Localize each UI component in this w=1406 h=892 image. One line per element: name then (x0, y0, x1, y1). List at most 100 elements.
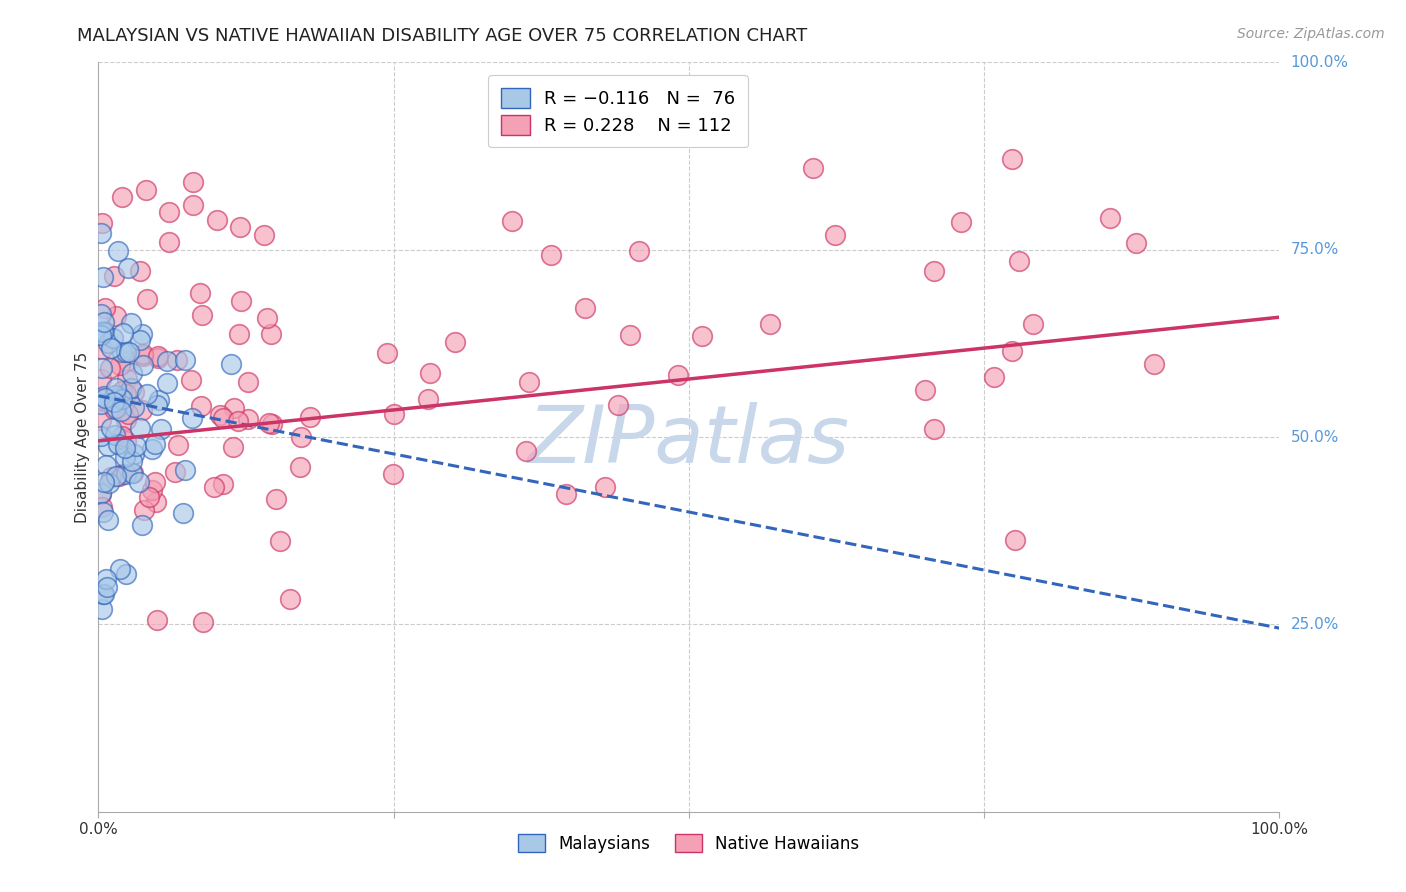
Point (148, 351, 170, 365)
Point (221, 357, 243, 371)
Point (90, 486, 112, 500)
Point (190, 400, 212, 414)
Point (132, 347, 155, 361)
Point (107, 244, 129, 258)
Point (111, 429, 134, 443)
Point (222, 440, 245, 454)
Point (104, 468, 127, 483)
Point (628, 244, 651, 259)
Point (108, 358, 131, 372)
Point (111, 190, 134, 204)
Point (117, 260, 139, 275)
Point (181, 175, 204, 189)
Point (148, 349, 170, 363)
Point (157, 235, 180, 250)
Point (1098, 211, 1121, 225)
Point (100, 470, 122, 484)
Point (222, 401, 245, 415)
Point (122, 447, 145, 461)
Point (256, 311, 278, 326)
Point (100, 420, 122, 434)
Point (129, 264, 152, 278)
Point (259, 416, 281, 430)
Point (107, 437, 129, 451)
Point (574, 301, 596, 315)
Point (143, 475, 166, 489)
Point (120, 316, 142, 330)
Point (91, 270, 114, 285)
Point (97, 439, 120, 453)
Point (202, 480, 225, 494)
Point (103, 394, 125, 409)
Point (515, 444, 537, 458)
Point (141, 483, 163, 497)
Text: ZIPatlas: ZIPatlas (527, 401, 851, 480)
Point (156, 353, 179, 368)
Point (108, 390, 131, 404)
Point (105, 381, 128, 395)
Point (131, 403, 153, 417)
Point (103, 269, 125, 284)
Point (150, 422, 173, 436)
Point (103, 394, 125, 409)
Point (801, 161, 824, 176)
Point (131, 326, 153, 341)
Point (236, 412, 259, 426)
Point (115, 371, 138, 385)
Point (124, 401, 146, 415)
Point (188, 286, 211, 301)
Point (759, 317, 782, 331)
Point (416, 392, 439, 406)
Point (103, 331, 125, 345)
Point (90, 429, 112, 443)
Point (593, 480, 616, 494)
Point (97, 512, 120, 526)
Point (90, 486, 112, 500)
Point (110, 561, 132, 575)
Point (382, 407, 405, 421)
Point (111, 392, 134, 407)
Point (94, 573, 117, 587)
Point (91, 602, 114, 616)
Point (93, 389, 115, 403)
Point (166, 352, 188, 367)
Point (253, 227, 276, 242)
Point (121, 467, 143, 481)
Point (121, 454, 143, 468)
Point (115, 467, 138, 481)
Point (129, 333, 152, 347)
Point (157, 205, 180, 219)
Point (228, 327, 250, 342)
Point (517, 376, 540, 390)
Point (145, 437, 167, 451)
Point (104, 428, 127, 442)
Point (121, 366, 143, 380)
Point (90, 413, 112, 427)
Point (135, 293, 157, 307)
Point (540, 248, 562, 262)
Point (94, 301, 117, 315)
Point (619, 327, 641, 342)
Point (146, 613, 169, 627)
Point (114, 441, 136, 455)
Point (91, 216, 114, 230)
Point (1001, 344, 1024, 359)
Point (824, 228, 846, 243)
Text: Source: ZipAtlas.com: Source: ZipAtlas.com (1237, 27, 1385, 41)
Point (174, 462, 197, 476)
Point (298, 409, 321, 424)
Point (91, 500, 114, 514)
Point (260, 326, 283, 341)
Point (375, 345, 398, 359)
Point (181, 198, 204, 212)
Point (108, 468, 131, 483)
Point (94, 391, 117, 405)
Point (91, 505, 114, 519)
Point (132, 358, 155, 372)
Point (111, 384, 134, 399)
Point (111, 467, 134, 482)
Point (191, 308, 214, 322)
Point (1004, 533, 1026, 548)
Point (90, 392, 112, 407)
Point (145, 495, 167, 509)
